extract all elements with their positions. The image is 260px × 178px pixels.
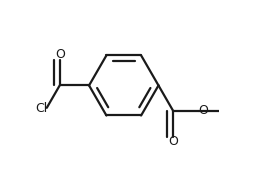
Text: O: O <box>55 48 65 61</box>
Text: O: O <box>168 135 178 148</box>
Text: Cl: Cl <box>35 102 47 115</box>
Text: O: O <box>198 104 208 117</box>
